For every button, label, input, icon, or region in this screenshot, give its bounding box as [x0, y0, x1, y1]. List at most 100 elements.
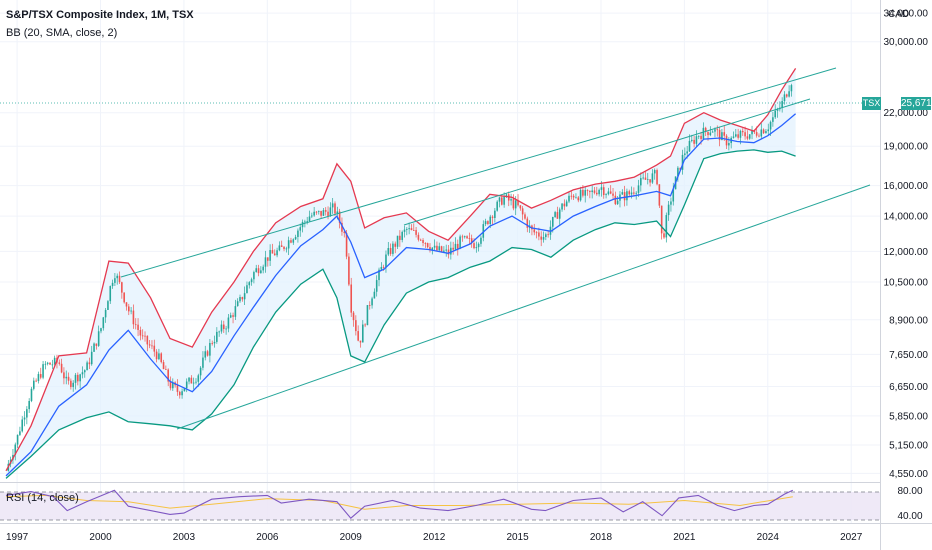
channel-middle-line[interactable] — [403, 98, 811, 226]
candle-body — [121, 282, 123, 293]
candle-body — [704, 127, 707, 132]
candle-body — [299, 227, 302, 231]
candle-body — [658, 184, 661, 206]
candle-body — [456, 243, 459, 249]
candle-body — [151, 345, 153, 347]
candle-body — [287, 240, 290, 249]
candle-body — [570, 195, 573, 197]
bollinger-basis-line — [5, 113, 797, 477]
candle-body — [23, 417, 26, 420]
time-axis[interactable]: 1997 2000 2003 2006 2009 2012 2015 2018 2021 2024… — [6, 532, 863, 543]
candle-body — [37, 374, 40, 382]
candle-body — [575, 197, 577, 199]
channel-upper-line[interactable] — [120, 67, 837, 278]
candle-body — [267, 257, 269, 261]
price-tick-label: 34,000.00 — [884, 9, 929, 20]
candle-body — [162, 362, 165, 370]
candle-body — [158, 353, 160, 360]
candle-body — [723, 132, 726, 136]
candle-body — [324, 210, 327, 212]
candle-body — [447, 249, 450, 255]
candle-body — [758, 135, 760, 137]
trend-channel[interactable] — [120, 67, 871, 430]
rsi-legend[interactable]: RSI (14, close) — [6, 492, 79, 504]
candle-body — [361, 324, 364, 343]
candle-body — [229, 315, 232, 318]
candle-body — [739, 130, 742, 138]
candle-body — [598, 189, 600, 195]
candle-body — [107, 301, 109, 310]
candle-body — [463, 236, 466, 238]
candle-body — [700, 135, 702, 140]
candle-body — [445, 249, 448, 251]
currency-label[interactable]: CAD — [888, 9, 910, 20]
candle-body — [526, 218, 529, 228]
candle-body — [67, 376, 70, 381]
candle-body — [429, 247, 431, 251]
candle-body — [501, 197, 503, 205]
year-tick-label: 2000 — [89, 532, 112, 543]
candle-body — [593, 190, 596, 193]
candle-body — [412, 230, 415, 231]
candle-body — [331, 203, 334, 208]
candle-body — [551, 216, 554, 227]
candle-body — [292, 239, 295, 243]
candle-body — [172, 382, 174, 389]
candle-body — [558, 209, 561, 219]
candle-body — [498, 197, 501, 202]
price-tick-label: 8,900.00 — [889, 315, 928, 326]
candle-body — [489, 216, 492, 224]
candle-body — [410, 228, 413, 231]
candle-body — [514, 200, 517, 209]
candle-body — [714, 129, 716, 132]
candle-body — [93, 343, 95, 352]
candle-body — [533, 229, 536, 233]
candle-body — [394, 243, 397, 247]
price-axis[interactable]: 34,000.00 30,000.00 22,000.00 19,000.00 16,0… — [884, 9, 929, 480]
year-tick-label: 2009 — [340, 532, 363, 543]
candle-body — [83, 370, 86, 373]
candle-body — [480, 237, 482, 244]
candle-body — [600, 187, 603, 190]
candle-body — [466, 236, 468, 239]
candle-body — [227, 317, 230, 329]
candle-body — [366, 305, 369, 326]
price-tick-label: 7,650.00 — [889, 350, 928, 361]
candle-body — [42, 364, 44, 378]
candle-body — [767, 129, 770, 132]
candle-body — [630, 192, 633, 195]
candle-body — [707, 131, 709, 136]
candle-body — [401, 231, 403, 240]
candle-body — [127, 306, 130, 312]
candle-body — [53, 357, 56, 365]
candle-body — [79, 374, 81, 382]
candle-body — [134, 324, 137, 326]
candle-body — [60, 363, 63, 373]
candles — [7, 83, 793, 472]
candle-body — [104, 309, 107, 318]
rsi-tick-label: 40.00 — [897, 511, 922, 522]
candle-body — [65, 376, 68, 379]
channel-lower-line[interactable] — [176, 184, 871, 430]
candle-body — [334, 203, 336, 214]
candle-body — [165, 369, 167, 370]
candle-body — [760, 129, 763, 137]
candle-body — [153, 345, 156, 352]
candle-body — [653, 170, 656, 174]
candle-body — [751, 129, 753, 135]
candle-body — [709, 132, 712, 136]
candle-body — [130, 310, 132, 312]
candle-body — [563, 203, 566, 207]
candle-body — [433, 245, 436, 248]
candle-body — [139, 329, 142, 336]
year-tick-label: 2024 — [757, 532, 780, 543]
bollinger-legend[interactable]: BB (20, SMA, close, 2) — [6, 27, 118, 39]
candle-body — [667, 204, 670, 216]
candle-body — [86, 362, 88, 371]
candle-body — [160, 353, 163, 363]
candle-body — [248, 282, 251, 286]
candle-body — [294, 236, 297, 240]
bollinger-upper-line — [5, 68, 797, 472]
candle-body — [253, 272, 255, 280]
